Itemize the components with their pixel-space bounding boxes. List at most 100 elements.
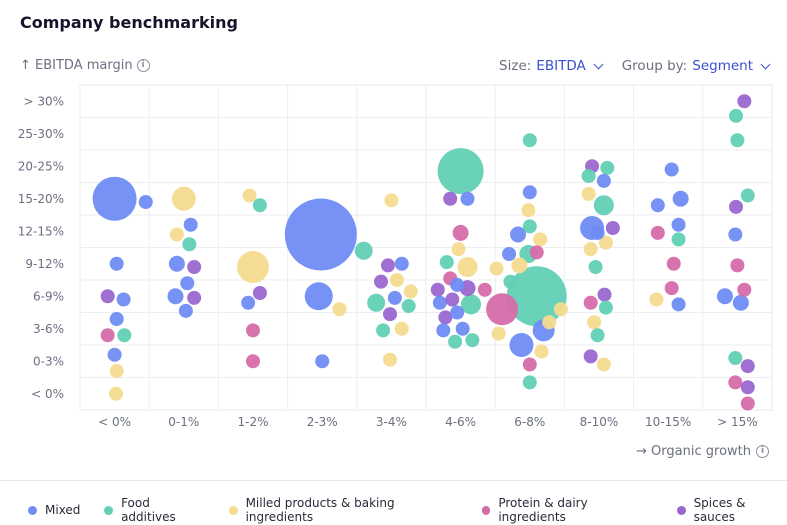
bubble-point[interactable]: Mixed <box>107 347 122 362</box>
bubble-point[interactable]: Mixed <box>590 225 605 240</box>
legend-item[interactable]: Spices & sauces <box>676 496 787 524</box>
bubble-point[interactable]: Mixed <box>455 321 470 336</box>
bubble-point[interactable]: Mixed <box>284 198 357 271</box>
bubble-point[interactable]: Food additives <box>503 274 518 289</box>
legend-item[interactable]: Mixed <box>28 496 80 524</box>
bubble-point[interactable]: Protein & dairy ingredients <box>737 282 752 297</box>
bubble-point[interactable]: Milled products & baking ingredients <box>489 261 504 276</box>
legend-item[interactable]: Protein & dairy ingredients <box>481 496 653 524</box>
bubble-point[interactable]: Milled products & baking ingredients <box>384 193 399 208</box>
bubble-point[interactable]: Mixed <box>596 173 611 188</box>
bubble-point[interactable]: Food additives <box>740 188 755 203</box>
bubble-point[interactable]: Food additives <box>354 241 373 260</box>
bubble-point[interactable]: Mixed <box>138 195 153 209</box>
legend-item[interactable]: Food additives <box>104 496 205 524</box>
bubble-point[interactable]: Spices & sauces <box>443 191 458 206</box>
bubble-point[interactable]: Food additives <box>598 300 613 315</box>
bubble-point[interactable]: Food additives <box>460 294 481 315</box>
bubble-point[interactable]: Milled products & baking ingredients <box>581 186 596 201</box>
bubble-point[interactable]: Food additives <box>671 232 686 247</box>
bubble-point[interactable]: Milled products & baking ingredients <box>108 386 123 401</box>
bubble-point[interactable]: Mixed <box>510 226 527 243</box>
legend-item[interactable]: Milled products & baking ingredients <box>228 496 458 524</box>
bubble-point[interactable]: Protein & dairy ingredients <box>666 256 681 271</box>
bubble-point[interactable]: Milled products & baking ingredients <box>403 284 418 299</box>
bubble-point[interactable]: Mixed <box>460 191 475 206</box>
bubble-point[interactable]: Food additives <box>730 133 745 148</box>
bubble-point[interactable]: Mixed <box>671 217 686 232</box>
bubble-point[interactable]: Milled products & baking ingredients <box>596 357 611 372</box>
size-dropdown[interactable]: Size: EBITDA <box>499 58 604 74</box>
bubble-point[interactable]: Mixed <box>387 290 402 305</box>
bubble-point[interactable]: Protein & dairy ingredients <box>100 328 115 343</box>
bubble-point[interactable]: Mixed <box>436 323 451 338</box>
bubble-point[interactable]: Mixed <box>522 185 537 200</box>
bubble-point[interactable]: Mixed <box>241 295 256 310</box>
bubble-point[interactable]: Food additives <box>590 328 605 343</box>
bubble-point[interactable]: Mixed <box>304 282 333 311</box>
bubble-point[interactable]: Milled products & baking ingredients <box>491 326 506 341</box>
bubble-point[interactable]: Milled products & baking ingredients <box>171 186 196 211</box>
bubble-point[interactable]: Food additives <box>117 328 132 343</box>
bubble-point[interactable]: Mixed <box>728 227 743 242</box>
bubble-point[interactable]: Milled products & baking ingredients <box>521 203 536 218</box>
bubble-point[interactable]: Spices & sauces <box>740 380 755 395</box>
bubble-point[interactable]: Food additives <box>252 198 267 213</box>
bubble-point[interactable]: Milled products & baking ingredients <box>583 242 598 257</box>
bubble-point[interactable]: Protein & dairy ingredients <box>486 293 519 326</box>
bubble-point[interactable]: Milled products & baking ingredients <box>394 321 409 336</box>
bubble-point[interactable]: Spices & sauces <box>374 274 389 289</box>
bubble-point[interactable]: Protein & dairy ingredients <box>730 258 745 273</box>
bubble-point[interactable]: Milled products & baking ingredients <box>587 315 602 330</box>
bubble-point[interactable]: Spices & sauces <box>383 307 398 322</box>
bubble-point[interactable]: Mixed <box>502 247 517 261</box>
bubble-point[interactable]: Spices & sauces <box>605 221 620 235</box>
bubble-point[interactable]: Mixed <box>109 312 124 326</box>
bubble-point[interactable]: Mixed <box>183 217 198 232</box>
bubble-point[interactable]: Protein & dairy ingredients <box>664 281 679 296</box>
bubble-point[interactable]: Protein & dairy ingredients <box>529 245 544 260</box>
bubble-point[interactable]: Mixed <box>664 162 679 177</box>
bubble-point[interactable]: Spices & sauces <box>430 282 445 297</box>
bubble-point[interactable]: Food additives <box>522 133 537 148</box>
bubble-point[interactable]: Spices & sauces <box>252 286 267 300</box>
bubble-point[interactable]: Protein & dairy ingredients <box>650 225 665 240</box>
bubble-point[interactable]: Food additives <box>437 148 484 195</box>
bubble-point[interactable]: Milled products & baking ingredients <box>542 315 557 330</box>
bubble-point[interactable]: Milled products & baking ingredients <box>332 302 347 317</box>
bubble-point[interactable]: Food additives <box>439 255 454 270</box>
bubble-point[interactable]: Spices & sauces <box>740 359 755 374</box>
bubble-point[interactable]: Food additives <box>448 334 463 349</box>
bubble-point[interactable]: Spices & sauces <box>100 289 115 304</box>
bubble-point[interactable]: Protein & dairy ingredients <box>728 375 743 390</box>
bubble-point[interactable]: Mixed <box>671 297 686 312</box>
bubble-point[interactable]: Milled products & baking ingredients <box>533 232 548 247</box>
info-icon[interactable]: i <box>756 445 769 458</box>
bubble-point[interactable]: Protein & dairy ingredients <box>740 396 755 411</box>
bubble-point[interactable]: Mixed <box>394 256 409 271</box>
bubble-point[interactable]: Mixed <box>167 288 184 305</box>
bubble-point[interactable]: Protein & dairy ingredients <box>583 295 598 310</box>
bubble-point[interactable]: Spices & sauces <box>187 260 202 274</box>
bubble-point[interactable]: Milled products & baking ingredients <box>534 344 549 359</box>
bubble-point[interactable]: Mixed <box>450 277 465 292</box>
bubble-point[interactable]: Milled products & baking ingredients <box>237 251 269 283</box>
bubble-point[interactable]: Protein & dairy ingredients <box>452 224 469 241</box>
bubble-point[interactable]: Milled products & baking ingredients <box>457 257 478 277</box>
bubble-point[interactable]: Milled products & baking ingredients <box>109 364 124 378</box>
bubble-point[interactable]: Spices & sauces <box>583 349 598 364</box>
bubble-point[interactable]: Spices & sauces <box>729 199 744 214</box>
bubble-point[interactable]: Food additives <box>729 108 744 123</box>
bubble-point[interactable]: Milled products & baking ingredients <box>389 273 404 287</box>
bubble-point[interactable]: Food additives <box>593 195 614 216</box>
bubble-point[interactable]: Milled products & baking ingredients <box>242 188 257 203</box>
bubble-point[interactable]: Spices & sauces <box>187 290 202 305</box>
bubble-point[interactable]: Protein & dairy ingredients <box>522 357 537 372</box>
bubble-point[interactable]: Food additives <box>522 375 537 390</box>
info-icon[interactable]: i <box>136 59 150 72</box>
bubble-point[interactable]: Spices & sauces <box>445 292 460 307</box>
bubble-point[interactable]: Mixed <box>450 305 465 320</box>
bubble-point[interactable]: Milled products & baking ingredients <box>169 227 184 242</box>
bubble-point[interactable]: Mixed <box>732 294 749 311</box>
bubble-point[interactable]: Food additives <box>401 299 416 313</box>
